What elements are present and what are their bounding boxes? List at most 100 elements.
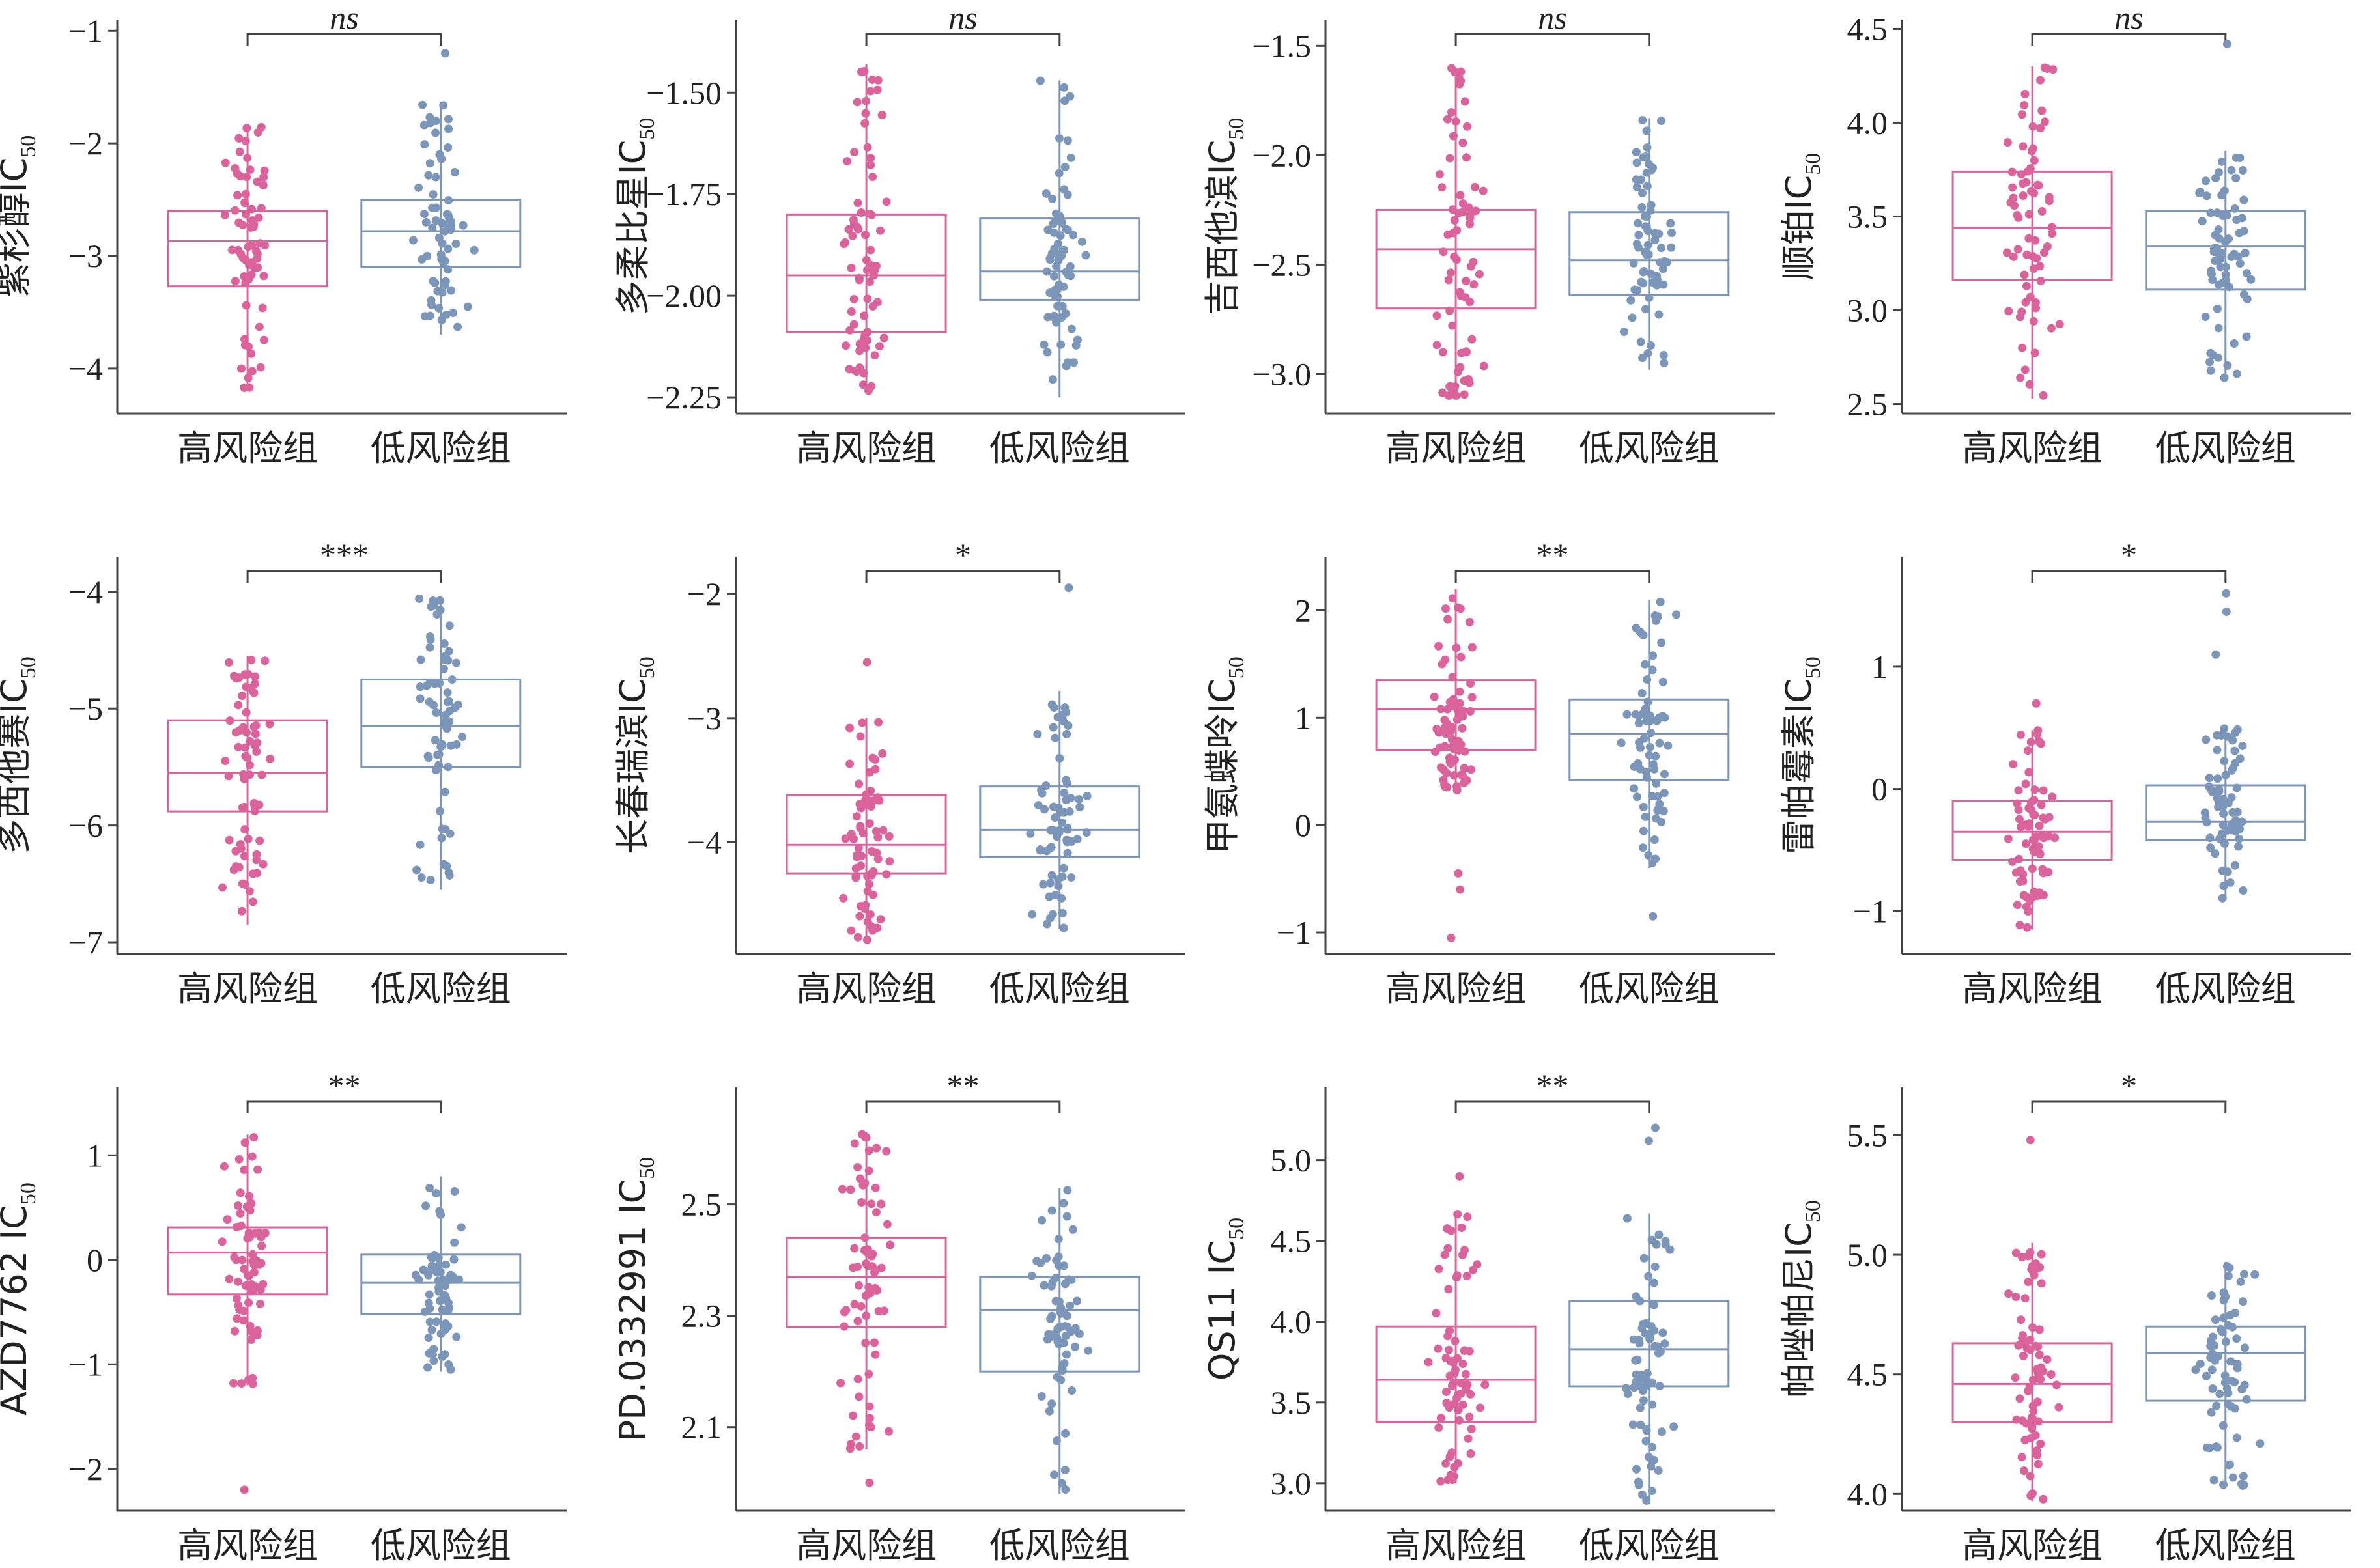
data-point: [2017, 1315, 2026, 1324]
data-point: [1440, 742, 1449, 751]
data-point: [1436, 705, 1445, 714]
data-point: [1059, 1199, 1068, 1208]
data-point: [2037, 106, 2047, 115]
data-point: [1639, 802, 1648, 811]
data-point: [1446, 759, 1455, 768]
data-point: [2220, 1371, 2230, 1380]
data-point: [870, 1338, 879, 1347]
data-point: [2219, 1296, 2228, 1305]
data-point: [1454, 1459, 1463, 1468]
data-point: [870, 271, 879, 280]
data-point: [1055, 753, 1064, 763]
data-point: [1053, 239, 1062, 248]
data-point: [855, 1442, 864, 1451]
data-point: [1453, 1210, 1462, 1219]
data-point: [455, 1275, 464, 1284]
data-point: [874, 1307, 883, 1316]
data-point: [236, 1188, 245, 1197]
data-point: [851, 871, 860, 880]
data-point: [847, 926, 856, 935]
data-point: [1058, 818, 1067, 827]
data-point: [2037, 800, 2046, 809]
data-point: [425, 697, 434, 707]
data-point: [425, 1317, 434, 1326]
data-point: [1049, 723, 1058, 732]
data-point: [1468, 1265, 1477, 1274]
data-point: [859, 335, 868, 344]
y-axis-title: PD.0332991 IC50: [612, 1157, 659, 1442]
data-point: [860, 1233, 870, 1242]
data-point: [1441, 604, 1450, 613]
data-point: [1443, 615, 1452, 624]
data-point: [1041, 189, 1051, 198]
data-point: [853, 932, 862, 942]
data-point: [1649, 163, 1658, 173]
data-point: [257, 1241, 266, 1250]
data-point: [878, 749, 887, 758]
data-point: [2019, 1351, 2028, 1360]
y-axis-title: 雷帕霉素IC50: [1778, 656, 1825, 854]
data-point: [1432, 311, 1441, 320]
data-point: [1638, 1386, 1647, 1395]
data-point: [1061, 1332, 1070, 1341]
data-point: [429, 277, 438, 286]
data-point: [1051, 293, 1060, 302]
data-point: [2250, 1270, 2260, 1279]
data-point: [1622, 710, 1632, 719]
data-point: [423, 1363, 432, 1372]
data-point: [231, 277, 240, 286]
data-point: [2211, 1315, 2220, 1324]
x-category-label: 高风险组: [1385, 428, 1526, 469]
data-point: [1659, 350, 1668, 359]
data-point: [248, 1379, 257, 1388]
data-point: [2036, 124, 2045, 133]
data-point: [1451, 1365, 1460, 1375]
data-point: [249, 722, 259, 731]
data-point: [245, 1192, 254, 1201]
data-point: [2030, 156, 2039, 165]
data-point: [2219, 882, 2228, 891]
data-point: [840, 240, 849, 249]
data-point: [867, 210, 876, 219]
data-point: [1634, 1477, 1643, 1487]
data-point: [1077, 237, 1086, 246]
data-point: [450, 167, 459, 176]
data-point: [1633, 1355, 1642, 1364]
data-point: [249, 798, 259, 807]
data-point: [2230, 746, 2239, 755]
data-point: [2206, 843, 2215, 852]
data-point: [2003, 138, 2012, 147]
data-point: [237, 1379, 246, 1388]
data-point: [863, 143, 872, 152]
y-tick-label: 4.5: [1847, 1356, 1888, 1393]
data-point: [425, 311, 434, 320]
data-point: [2047, 223, 2056, 232]
data-point: [1645, 293, 1654, 302]
data-point: [1641, 152, 1650, 161]
data-point: [2033, 180, 2042, 189]
data-point: [1038, 1216, 1047, 1225]
data-point: [444, 196, 453, 205]
data-point: [1629, 259, 1638, 268]
data-point: [1060, 703, 1070, 712]
significance-label: ***: [320, 537, 369, 573]
data-point: [2024, 1252, 2033, 1261]
x-category-label: 低风险组: [989, 1525, 1130, 1566]
data-point: [232, 1294, 241, 1303]
data-point: [2232, 1433, 2241, 1442]
data-point: [858, 380, 868, 389]
data-point: [2242, 332, 2251, 341]
x-category-label: 低风险组: [2155, 968, 2296, 1009]
data-point: [435, 150, 444, 159]
x-category-label: 低风险组: [1579, 1525, 1720, 1566]
data-point: [438, 1352, 447, 1362]
data-point: [1634, 219, 1643, 228]
data-point: [1443, 723, 1452, 732]
y-axis-title-subscript: 50: [1225, 656, 1249, 679]
significance-label: **: [1536, 1067, 1568, 1104]
data-point: [2228, 1323, 2237, 1332]
data-point: [2047, 229, 2056, 238]
data-point: [240, 335, 249, 344]
data-point: [2020, 365, 2030, 374]
data-point: [862, 935, 871, 944]
